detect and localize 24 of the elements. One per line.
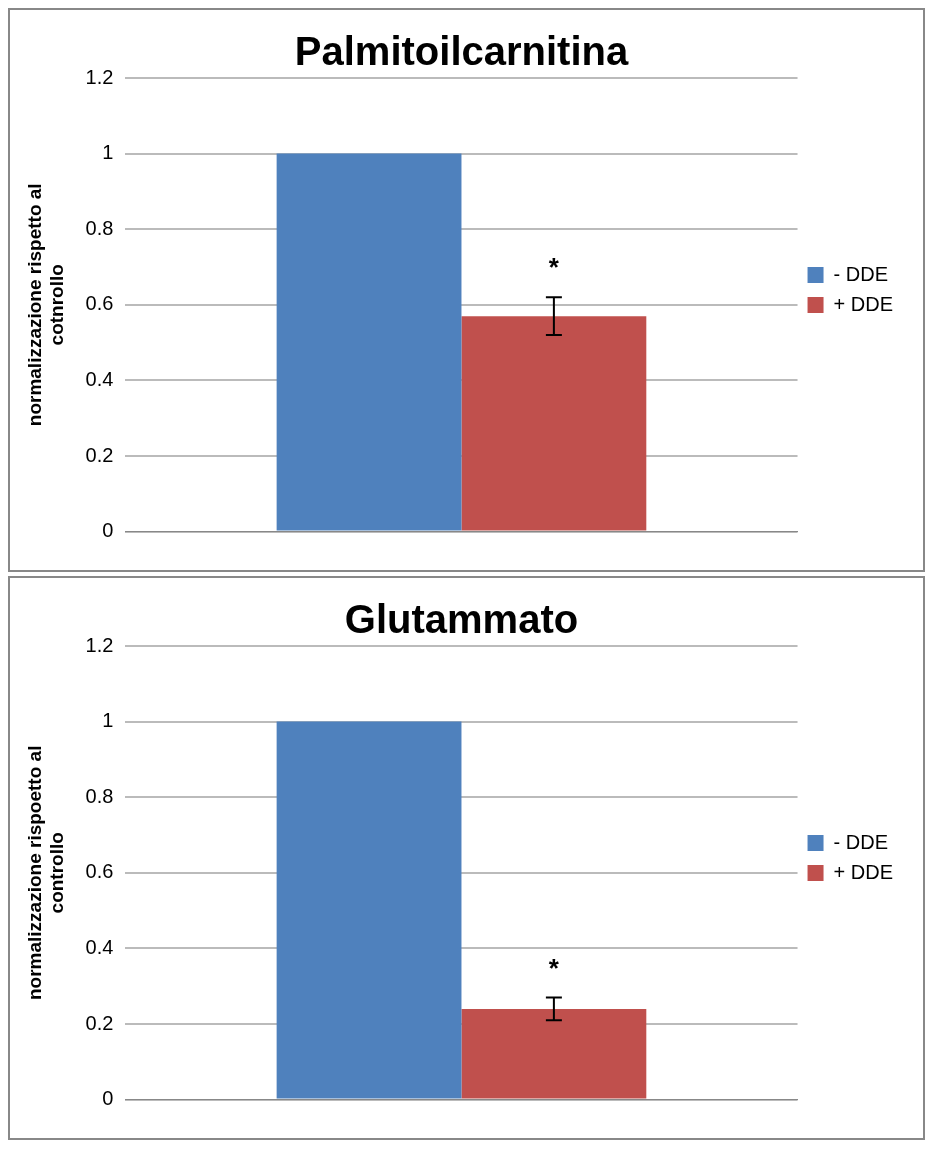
legend-label: - DDE bbox=[833, 830, 888, 853]
y-tick-label: 0.4 bbox=[85, 935, 114, 958]
y-tick-label: 1.2 bbox=[85, 65, 114, 88]
annotation: * bbox=[548, 952, 560, 983]
y-tick-label: 0.6 bbox=[85, 860, 114, 883]
y-tick-label: 1 bbox=[102, 141, 114, 164]
chart-title: Palmitoilcarnitina bbox=[294, 29, 629, 74]
y-axis-title: normalizzazione rispetto al cotnrollo bbox=[23, 183, 68, 427]
y-tick-label: 0.2 bbox=[85, 443, 114, 466]
y-tick-label: 0.2 bbox=[85, 1011, 114, 1034]
y-tick-label: 0.8 bbox=[85, 216, 114, 239]
y-tick-label: 1.2 bbox=[85, 633, 114, 656]
y-tick-label: 0 bbox=[102, 519, 114, 542]
legend-label: - DDE bbox=[833, 262, 888, 285]
legend-label: + DDE bbox=[833, 292, 894, 315]
y-axis-title: normalizzazione rispoetto al controllo bbox=[23, 745, 68, 1001]
legend-label: + DDE bbox=[833, 860, 894, 883]
y-tick-label: 0.4 bbox=[85, 367, 114, 390]
y-tick-label: 0 bbox=[102, 1087, 114, 1110]
y-tick-label: 0.6 bbox=[85, 292, 114, 315]
chart-title: Glutammato bbox=[344, 597, 579, 642]
y-tick-label: 0.8 bbox=[85, 784, 114, 807]
y-tick-label: 1 bbox=[102, 709, 114, 732]
annotation: * bbox=[548, 252, 560, 283]
